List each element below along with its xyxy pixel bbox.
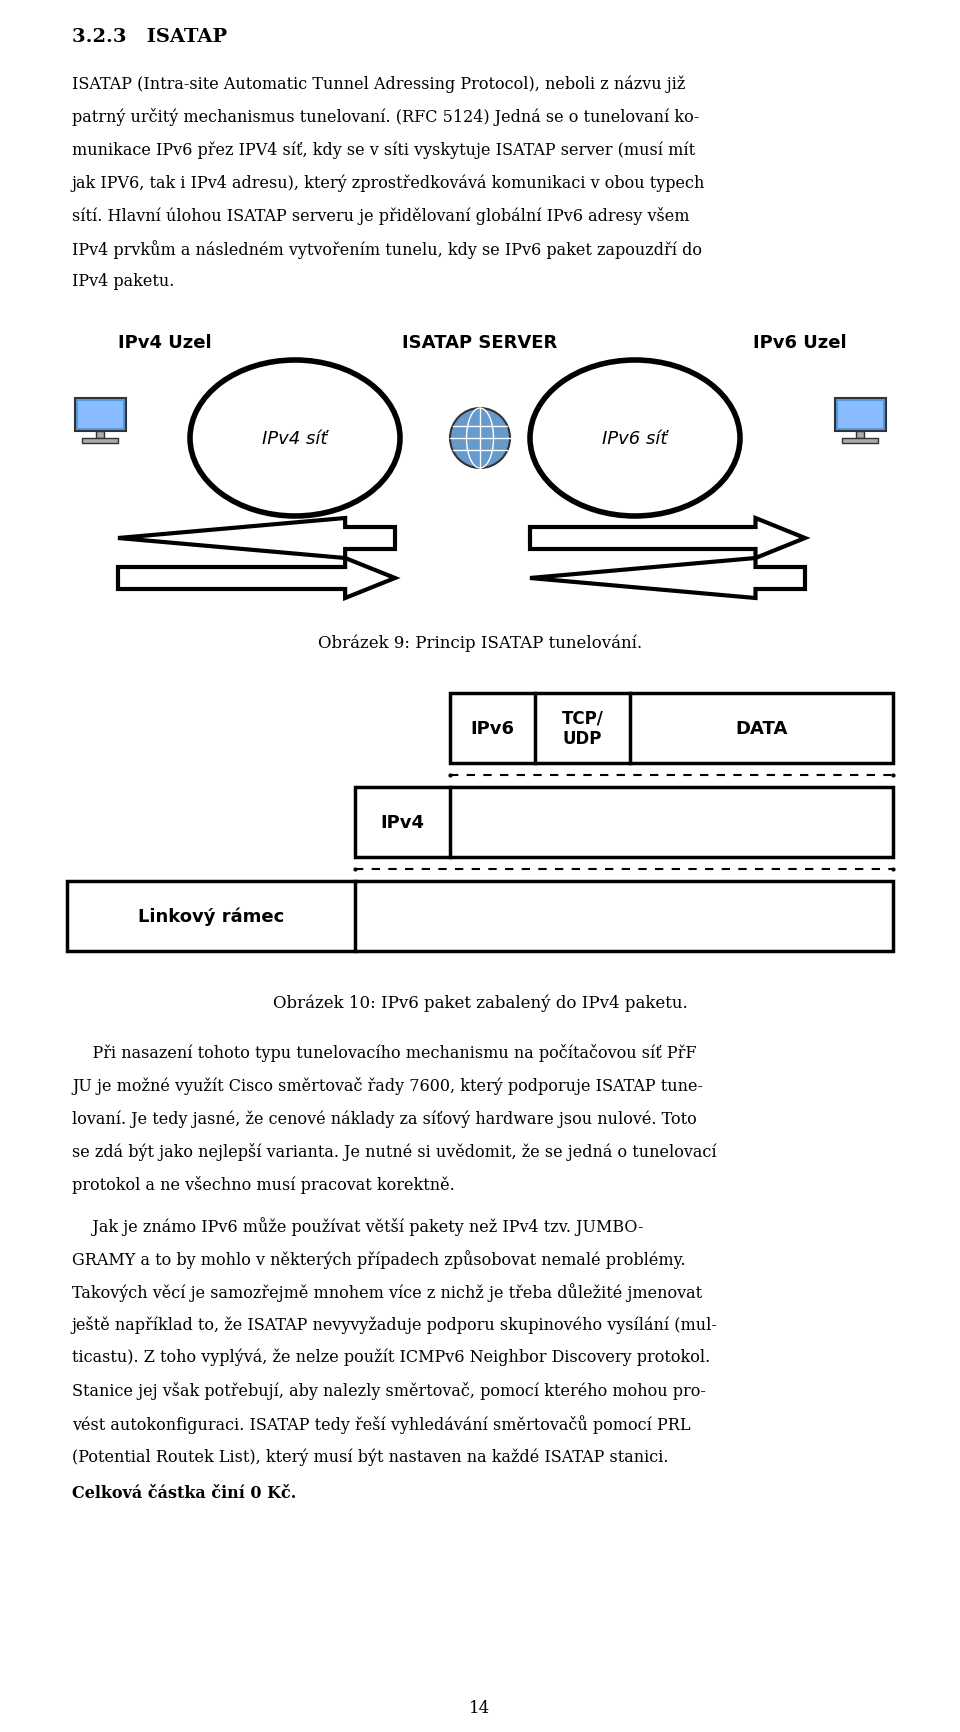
Polygon shape bbox=[118, 559, 395, 599]
Text: Jak je známo IPv6 může používat větší pakety než IPv4 tzv. JUMBO-: Jak je známo IPv6 může používat větší pa… bbox=[72, 1216, 643, 1235]
Text: sítí. Hlavní úlohou ISATAP serveru je přidělovaní globální IPv6 adresy všem: sítí. Hlavní úlohou ISATAP serveru je př… bbox=[72, 206, 689, 225]
Text: munikace IPv6 přez IPV4 síť, kdy se v síti vyskytuje ISATAP server (musí mít: munikace IPv6 přez IPV4 síť, kdy se v sí… bbox=[72, 140, 695, 158]
Text: ticastu). Z toho vyplývá, že nelze použít ICMPv6 Neighbor Discovery protokol.: ticastu). Z toho vyplývá, že nelze použí… bbox=[72, 1347, 710, 1367]
Text: ISATAP (Intra-site Automatic Tunnel Adressing Protocol), neboli z názvu již: ISATAP (Intra-site Automatic Tunnel Adre… bbox=[72, 74, 685, 92]
Text: IPv4 paketu.: IPv4 paketu. bbox=[72, 274, 175, 289]
Text: protokol a ne všechno musí pracovat korektně.: protokol a ne všechno musí pracovat kore… bbox=[72, 1176, 455, 1193]
Text: IPv4 Uzel: IPv4 Uzel bbox=[118, 334, 212, 352]
Bar bbox=[450, 693, 893, 764]
Bar bbox=[96, 431, 104, 438]
Text: IPv6: IPv6 bbox=[470, 719, 515, 738]
Bar bbox=[856, 431, 864, 438]
Polygon shape bbox=[530, 518, 805, 559]
Text: Obrázek 10: IPv6 paket zabalený do IPv4 paketu.: Obrázek 10: IPv6 paket zabalený do IPv4 … bbox=[273, 994, 687, 1011]
Text: GRAMY a to by mohlo v některých případech způsobovat nemalé problémy.: GRAMY a to by mohlo v některých případec… bbox=[72, 1249, 685, 1268]
Text: (Potential Routek List), který musí být nastaven na každé ISATAP stanici.: (Potential Routek List), který musí být … bbox=[72, 1448, 668, 1465]
Text: Linkový rámec: Linkový rámec bbox=[138, 908, 284, 925]
Text: JU je možné využít Cisco směrtovač řady 7600, který podporuje ISATAP tune-: JU je možné využít Cisco směrtovač řady … bbox=[72, 1076, 703, 1095]
Polygon shape bbox=[118, 518, 395, 559]
Bar bbox=[75, 398, 126, 431]
Text: IPv4 síť: IPv4 síť bbox=[262, 430, 327, 449]
Text: IPv4 prvkům a následném vytvořením tunelu, kdy se IPv6 paket zapouzdří do: IPv4 prvkům a následném vytvořením tunel… bbox=[72, 239, 702, 258]
Bar bbox=[78, 402, 123, 428]
Circle shape bbox=[450, 409, 510, 469]
Bar bbox=[834, 398, 885, 431]
Polygon shape bbox=[530, 559, 805, 599]
Text: 3.2.3   ISATAP: 3.2.3 ISATAP bbox=[72, 28, 228, 47]
Text: Stanice jej však potřebují, aby nalezly směrtovač, pomocí kterého mohou pro-: Stanice jej však potřebují, aby nalezly … bbox=[72, 1380, 706, 1399]
Text: Obrázek 9: Princip ISATAP tunelování.: Obrázek 9: Princip ISATAP tunelování. bbox=[318, 634, 642, 651]
Text: ještě například to, že ISATAP nevyvyžaduje podporu skupinového vysílání (mul-: ještě například to, že ISATAP nevyvyžadu… bbox=[72, 1315, 718, 1334]
Text: Takových věcí je samozřejmě mnohem více z nichž je třeba důležité jmenovat: Takových věcí je samozřejmě mnohem více … bbox=[72, 1282, 702, 1301]
Text: IPv4: IPv4 bbox=[380, 814, 424, 831]
Text: patrný určitý mechanismus tunelovaní. (RFC 5124) Jedná se o tunelovaní ko-: patrný určitý mechanismus tunelovaní. (R… bbox=[72, 107, 699, 126]
Text: IPv6 Uzel: IPv6 Uzel bbox=[754, 334, 847, 352]
Bar bbox=[837, 402, 882, 428]
Text: ISATAP SERVER: ISATAP SERVER bbox=[402, 334, 558, 352]
Text: se zdá být jako nejlepší varianta. Je nutné si uvědomit, že se jedná o tunelovac: se zdá být jako nejlepší varianta. Je nu… bbox=[72, 1143, 716, 1160]
Text: Při nasazení tohoto typu tunelovacího mechanismu na počítačovou síť PřF: Při nasazení tohoto typu tunelovacího me… bbox=[72, 1043, 697, 1062]
Text: lovaní. Je tedy jasné, že cenové náklady za síťový hardware jsou nulové. Toto: lovaní. Je tedy jasné, že cenové náklady… bbox=[72, 1110, 697, 1128]
Bar bbox=[83, 438, 118, 443]
Text: 14: 14 bbox=[469, 1699, 491, 1716]
Text: Celková částka činí 0 Kč.: Celková částka činí 0 Kč. bbox=[72, 1484, 297, 1502]
Text: DATA: DATA bbox=[735, 719, 788, 738]
Bar bbox=[355, 788, 893, 857]
Text: TCP/
UDP: TCP/ UDP bbox=[562, 708, 604, 748]
Text: vést autokonfiguraci. ISATAP tedy řeší vyhledávání směrtovačů pomocí PRL: vést autokonfiguraci. ISATAP tedy řeší v… bbox=[72, 1415, 690, 1432]
Text: jak IPV6, tak i IPv4 adresu), který zprostředkovává komunikaci v obou typech: jak IPV6, tak i IPv4 adresu), který zpro… bbox=[72, 173, 706, 192]
Bar bbox=[67, 882, 893, 951]
Bar bbox=[842, 438, 877, 443]
Text: IPv6 síť: IPv6 síť bbox=[602, 430, 668, 449]
